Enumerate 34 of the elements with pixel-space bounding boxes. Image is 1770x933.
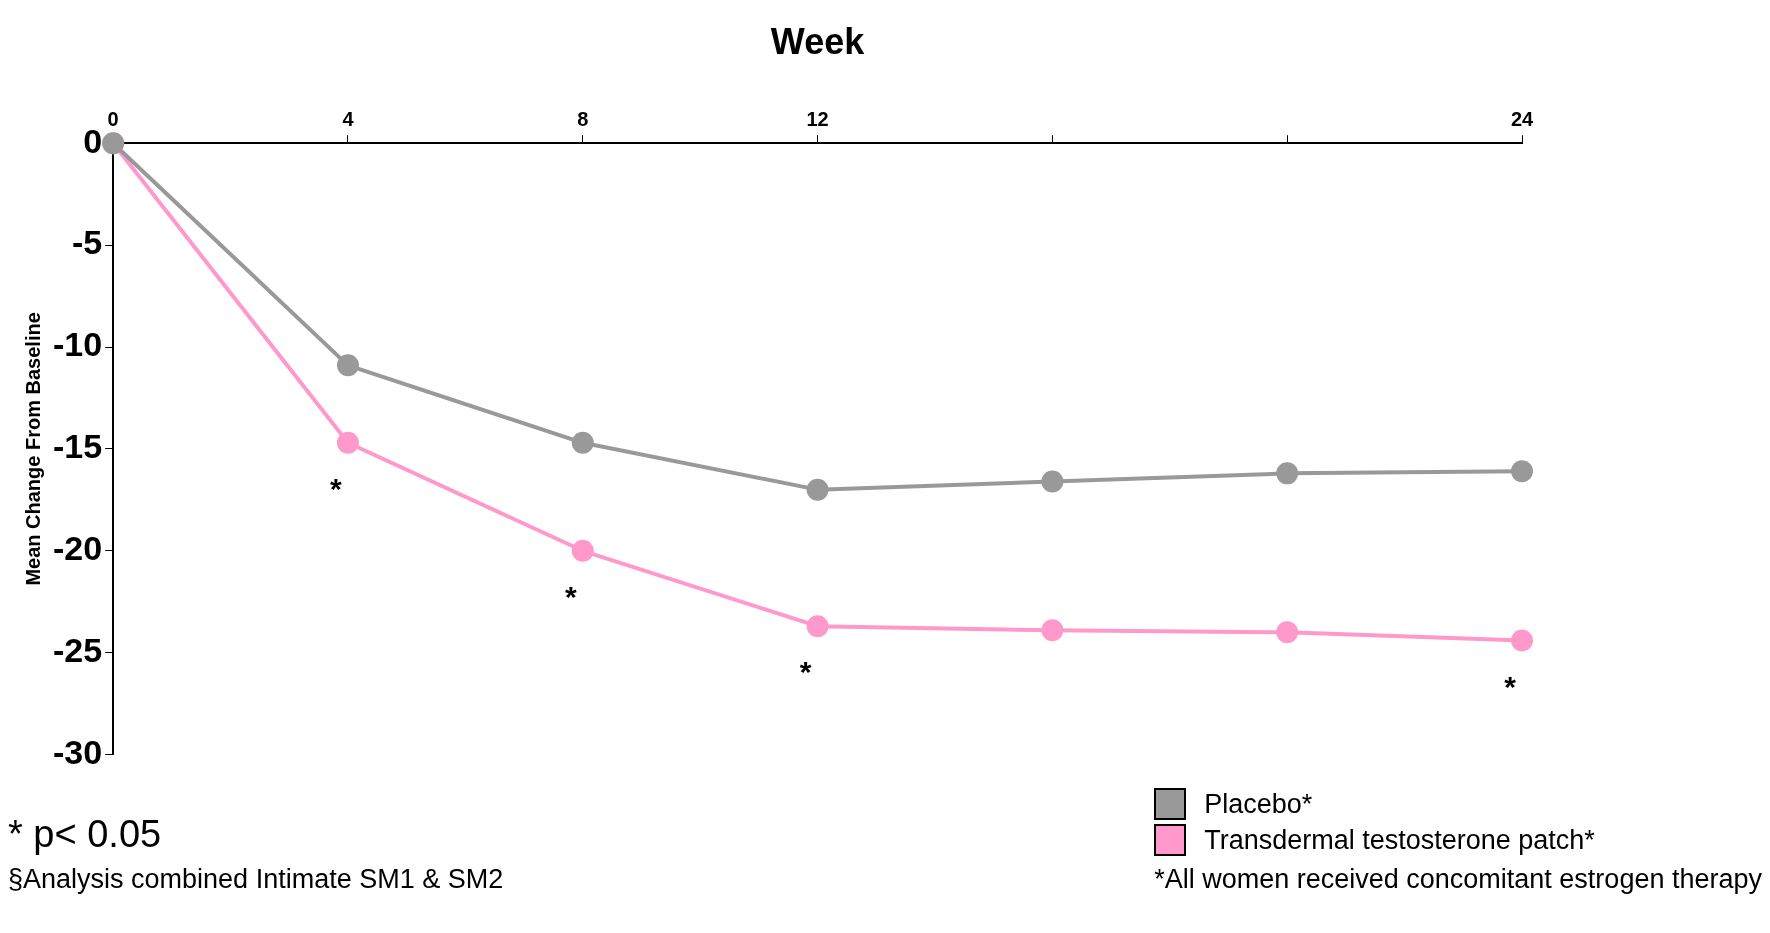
- annotation: *: [799, 655, 812, 689]
- point: [1276, 621, 1299, 644]
- point: [571, 431, 594, 454]
- x-tick-label: 8: [577, 107, 589, 130]
- point: [336, 354, 359, 377]
- annotation: *: [1504, 669, 1517, 703]
- y-tick-label: -10: [53, 325, 103, 364]
- point: [1276, 462, 1299, 485]
- x-tick-label: 0: [107, 107, 119, 130]
- point: [1511, 460, 1533, 483]
- x-tick-label: 4: [342, 107, 355, 130]
- annotation: *: [564, 580, 577, 614]
- y-axis-title: Mean Change From Baseline: [21, 312, 44, 586]
- point: [806, 615, 829, 638]
- text: * p< 0.05: [8, 813, 163, 856]
- y-tick-label: -20: [53, 529, 103, 568]
- point: [1511, 629, 1533, 652]
- y-tick-label: -30: [53, 732, 103, 771]
- point: [571, 539, 594, 562]
- y-tick-label: -5: [71, 223, 103, 262]
- text: §Analysis combined Intimate SM1 & SM2: [8, 864, 504, 895]
- x-tick-label: 12: [806, 107, 829, 130]
- x-tick-label: 24: [1510, 107, 1534, 130]
- annotation: *: [330, 472, 343, 506]
- point: [336, 431, 359, 454]
- legend-label: Placebo*: [1204, 788, 1313, 820]
- legend-label: Transdermal testosterone patch*: [1204, 824, 1595, 856]
- text: *All women received concomitant estrogen therapy: [1154, 864, 1762, 895]
- x-axis-title: Week: [770, 20, 866, 62]
- point: [806, 478, 829, 501]
- point: [1041, 470, 1064, 493]
- point: [1041, 619, 1064, 642]
- y-tick-label: -25: [53, 631, 103, 670]
- y-tick-label: -15: [53, 427, 103, 466]
